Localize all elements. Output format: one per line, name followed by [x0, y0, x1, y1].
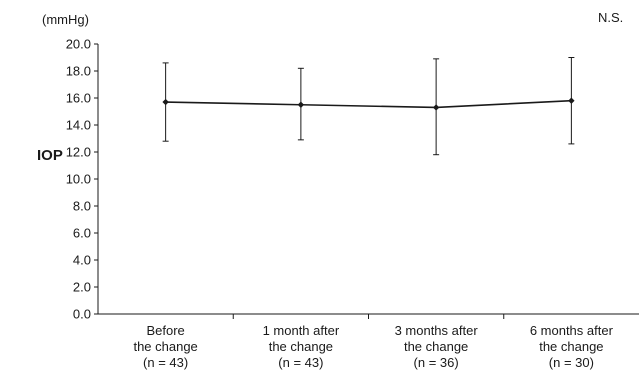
y-tick-label: 18.0: [66, 64, 91, 79]
y-ticks: 0.0 2.0 4.0 6.0 8.0 10.0 12.0 14.0 16.0 18.0 20.0: [66, 37, 98, 322]
data-point: [162, 98, 169, 106]
y-tick-label: 0.0: [73, 307, 91, 322]
x-category-label-line: 3 months after: [395, 323, 479, 338]
x-category-label-line: (n = 43): [143, 355, 188, 370]
data-point: [297, 101, 305, 108]
y-tick-label: 4.0: [73, 253, 91, 268]
x-category-labels: Before the change (n = 43)1 month after the…: [133, 323, 613, 370]
x-category-label-line: 6 months after: [530, 323, 614, 338]
x-category-label-line: (n = 36): [414, 355, 459, 370]
y-tick-label: 12.0: [66, 145, 91, 160]
x-category-label-line: the change: [539, 339, 603, 354]
y-tick-label: 16.0: [66, 91, 91, 106]
x-category-label-line: the change: [133, 339, 197, 354]
y-tick-label: 8.0: [73, 199, 91, 214]
x-category-label: 3 months after the change (n = 36): [395, 323, 479, 370]
series-line: [165, 99, 572, 109]
y-tick-label: 6.0: [73, 226, 91, 241]
axes: [97, 44, 639, 319]
y-tick-label: 2.0: [73, 280, 91, 295]
data-point: [568, 97, 575, 104]
series-iop: [162, 57, 575, 156]
y-tick-label: 10.0: [66, 172, 91, 187]
x-category-label-line: the change: [269, 339, 333, 354]
y-tick-label: 20.0: [66, 37, 91, 52]
data-point: [432, 104, 440, 111]
x-category-label-line: 1 month after: [263, 323, 340, 338]
x-category-label-line: the change: [404, 339, 468, 354]
x-category-label-line: (n = 30): [549, 355, 594, 370]
y-axis-label: IOP: [37, 147, 63, 164]
y-unit-label: (mmHg): [42, 12, 89, 27]
x-category-label-line: (n = 43): [278, 355, 323, 370]
x-category-label: 1 month after the change (n = 43): [263, 323, 340, 370]
x-category-label-line: Before: [146, 323, 184, 338]
significance-note: N.S.: [598, 10, 623, 25]
x-category-label: 6 months after the change (n = 30): [530, 323, 614, 370]
x-category-label: Before the change (n = 43): [133, 323, 197, 370]
y-tick-label: 14.0: [66, 118, 91, 133]
